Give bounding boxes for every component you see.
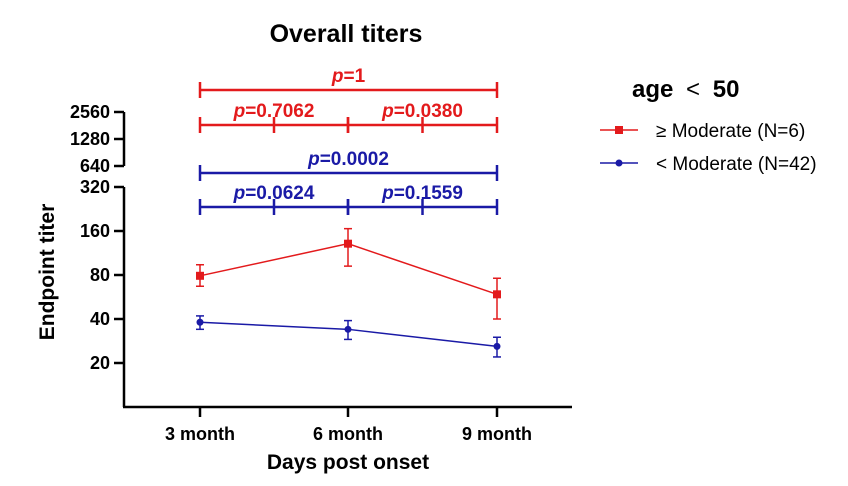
y-tick-label: 640 xyxy=(80,156,110,176)
legend-title-symbol: < xyxy=(686,76,700,103)
significance-bracket: p=1 xyxy=(198,66,499,98)
legend-title-prefix: age xyxy=(632,76,673,103)
legend-item: ≥ Moderate (N=6) xyxy=(600,121,805,142)
x-tick-label: 9 month xyxy=(462,424,532,444)
y-tick-label: 160 xyxy=(80,221,110,241)
x-axis-title: Days post onset xyxy=(267,451,429,474)
series-2 xyxy=(196,315,501,358)
legend-title-value: 50 xyxy=(713,76,740,103)
legend-marker xyxy=(615,159,623,167)
p-value: =1 xyxy=(343,66,365,87)
series-layer xyxy=(196,227,501,358)
y-axis-title: Endpoint titer xyxy=(36,204,59,340)
legend-label: < Moderate (N=42) xyxy=(656,154,817,175)
series-1 xyxy=(196,227,501,320)
y-tick-label: 1280 xyxy=(70,129,110,149)
p-symbol: p xyxy=(381,183,394,204)
p-value: =0.0002 xyxy=(320,149,389,170)
p-value-label: p=0.0002 xyxy=(307,149,389,170)
p-symbol: p xyxy=(331,66,344,87)
x-tick-label: 6 month xyxy=(313,424,383,444)
p-value-label: p=1 xyxy=(331,66,366,87)
p-symbol: p xyxy=(307,149,320,170)
data-point xyxy=(196,271,204,280)
data-point xyxy=(196,318,204,326)
legend-items: ≥ Moderate (N=6) < Moderate (N=42) xyxy=(600,121,817,175)
legend-title: age < 50 xyxy=(632,76,739,103)
chart-title: Overall titers xyxy=(270,20,423,48)
y-tick-label: 320 xyxy=(80,177,110,197)
p-value: =0.0380 xyxy=(394,101,463,122)
legend-item: < Moderate (N=42) xyxy=(600,154,817,175)
significance-bracket: p=0.1559 xyxy=(346,183,499,215)
p-value-label: p=0.0380 xyxy=(381,101,463,122)
p-value: =0.1559 xyxy=(394,183,463,204)
y-tick-label: 2560 xyxy=(70,102,110,122)
data-point xyxy=(493,342,501,350)
significance-bracket: p=0.0624 xyxy=(198,183,350,215)
p-value-label: p=0.1559 xyxy=(381,183,463,204)
legend: age < 50 ≥ Moderate (N=6) < Moderate (N=4… xyxy=(600,76,817,175)
p-value: =0.0624 xyxy=(245,183,315,204)
legend-label: ≥ Moderate (N=6) xyxy=(656,121,805,142)
p-symbol: p xyxy=(381,101,394,122)
y-tick-label: 40 xyxy=(90,309,110,329)
p-value-label: p=0.7062 xyxy=(233,101,315,122)
significance-bracket: p=0.0380 xyxy=(346,101,499,133)
p-symbol: p xyxy=(233,183,246,204)
y-tick-label: 80 xyxy=(90,265,110,285)
p-symbol: p xyxy=(233,101,246,122)
data-point xyxy=(344,239,352,248)
significance-bracket: p=0.0002 xyxy=(198,149,499,181)
significance-bracket: p=0.7062 xyxy=(198,101,350,133)
x-tick-label: 3 month xyxy=(165,424,235,444)
data-point xyxy=(493,290,501,299)
data-point xyxy=(344,325,352,333)
p-value-label: p=0.0624 xyxy=(233,183,315,204)
legend-marker xyxy=(615,126,623,134)
y-tick-label: 20 xyxy=(90,353,110,373)
p-value: =0.7062 xyxy=(245,101,314,122)
